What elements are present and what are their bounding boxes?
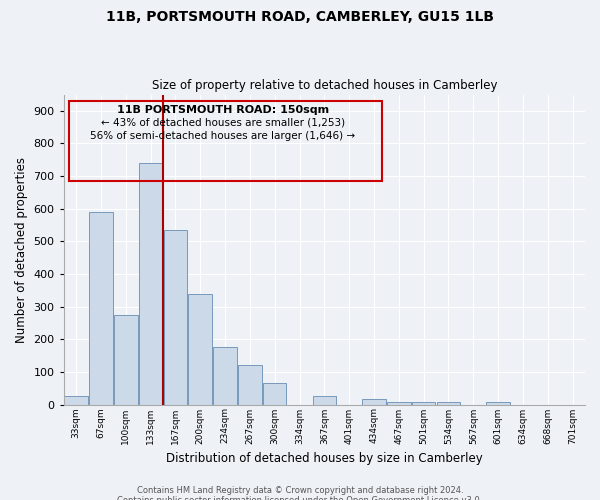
Bar (412, 402, 436, 404)
Bar (238, 366, 262, 405)
Bar (164, 230, 187, 404)
Bar (114, 315, 137, 404)
Y-axis label: Number of detached properties: Number of detached properties (15, 156, 28, 342)
Title: Size of property relative to detached houses in Camberley: Size of property relative to detached ho… (152, 79, 497, 92)
Bar (387, 402, 410, 404)
Bar (263, 384, 286, 404)
Text: Contains HM Land Registry data © Crown copyright and database right 2024.: Contains HM Land Registry data © Crown c… (137, 486, 463, 495)
Bar (313, 396, 336, 404)
Bar (362, 399, 386, 404)
Text: 11B PORTSMOUTH ROAD: 150sqm: 11B PORTSMOUTH ROAD: 150sqm (116, 106, 329, 116)
Text: ← 43% of detached houses are smaller (1,253): ← 43% of detached houses are smaller (1,… (101, 118, 345, 128)
Bar (64, 396, 88, 404)
Text: 56% of semi-detached houses are larger (1,646) →: 56% of semi-detached houses are larger (… (90, 131, 355, 141)
Bar (437, 402, 460, 404)
Text: Contains public sector information licensed under the Open Government Licence v3: Contains public sector information licen… (118, 496, 482, 500)
Bar (89, 212, 113, 404)
Bar (139, 163, 163, 404)
Bar (188, 294, 212, 405)
Bar (213, 347, 237, 405)
X-axis label: Distribution of detached houses by size in Camberley: Distribution of detached houses by size … (166, 452, 483, 465)
Text: 11B, PORTSMOUTH ROAD, CAMBERLEY, GU15 1LB: 11B, PORTSMOUTH ROAD, CAMBERLEY, GU15 1L… (106, 10, 494, 24)
Bar (487, 402, 510, 404)
